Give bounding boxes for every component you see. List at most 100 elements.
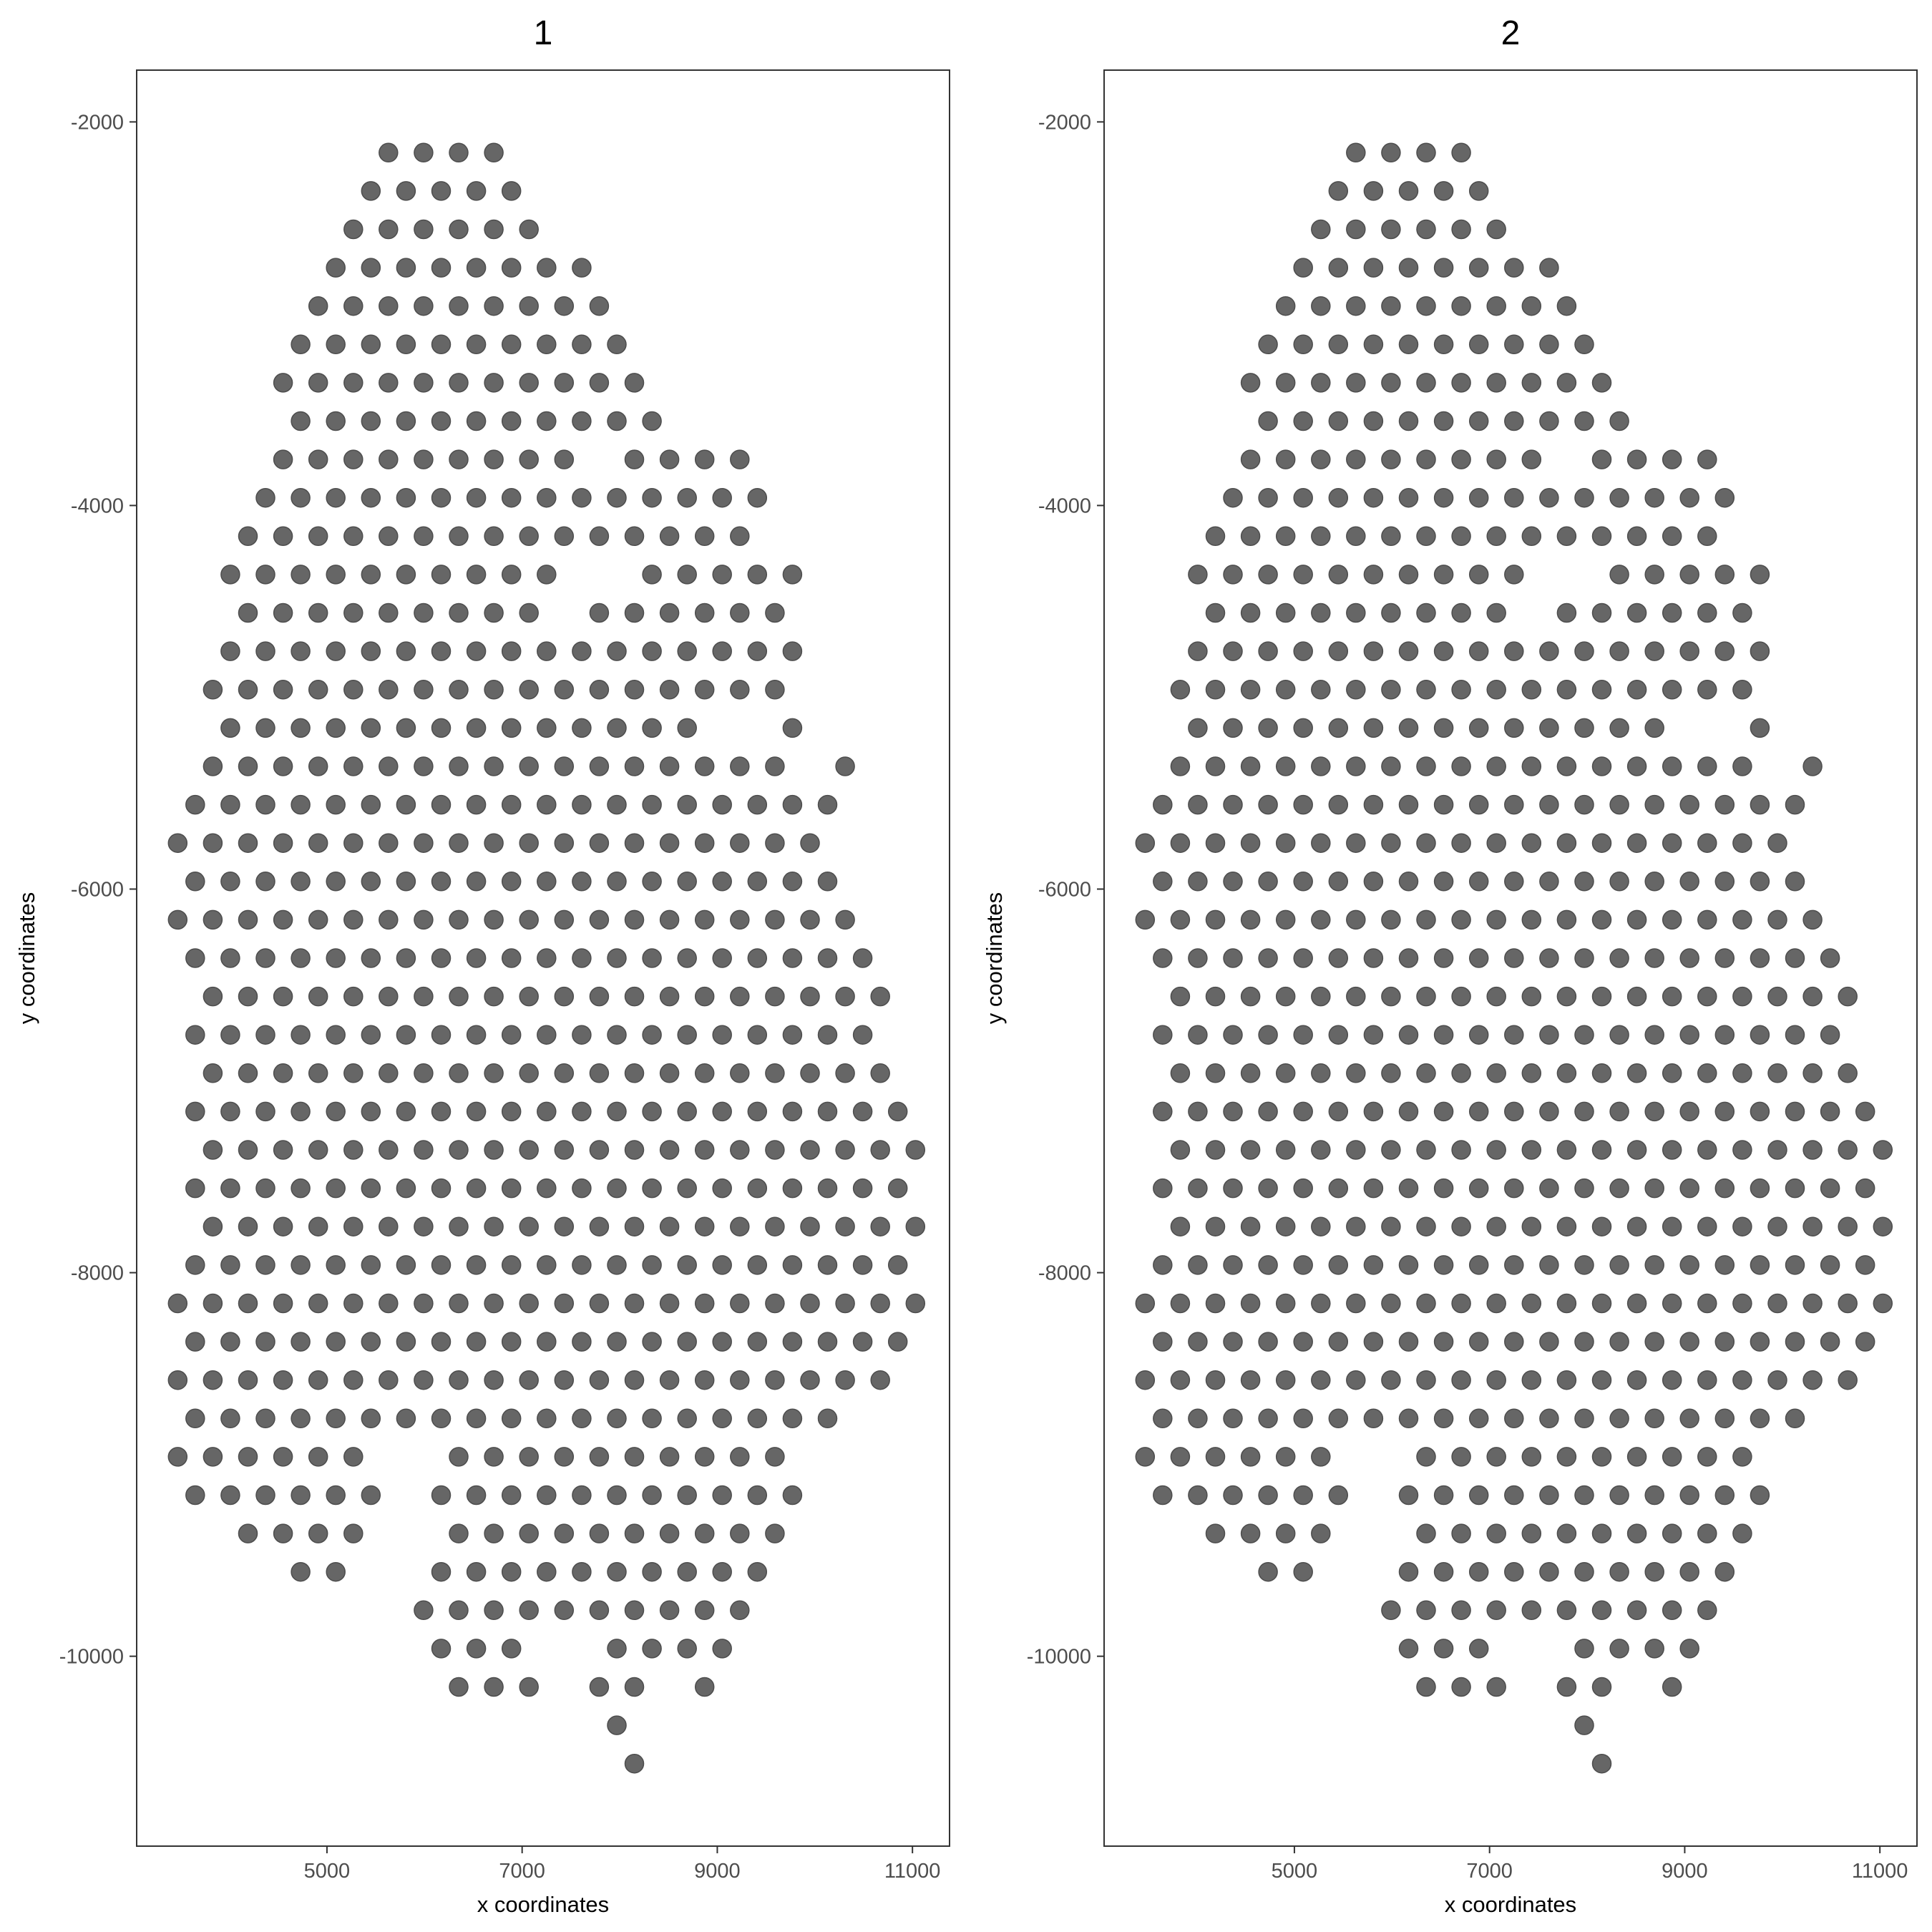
spot-point <box>484 373 504 393</box>
spot-point <box>1433 1332 1454 1352</box>
spot-point <box>1311 449 1331 469</box>
spot-point <box>1416 1523 1436 1543</box>
spot-point <box>396 1178 416 1199</box>
spot-point <box>1679 1101 1699 1122</box>
spot-point <box>1556 833 1577 853</box>
spot-point <box>1240 526 1261 547</box>
spot-point <box>449 449 469 469</box>
spot-point <box>659 449 680 469</box>
spot-point <box>1504 948 1524 968</box>
spot-point <box>396 641 416 661</box>
spot-point <box>1486 1140 1506 1160</box>
spot-point <box>554 680 575 700</box>
spot-point <box>642 641 662 661</box>
spot-point <box>1258 1485 1278 1506</box>
spot-point <box>870 1063 890 1083</box>
spot-point <box>1275 1523 1296 1543</box>
spot-point <box>694 1447 715 1467</box>
spot-point <box>1591 1216 1612 1236</box>
spot-point <box>800 833 820 853</box>
spot-point <box>1240 449 1261 469</box>
spot-point <box>677 718 697 738</box>
spot-point <box>1416 373 1436 393</box>
spot-point <box>1486 219 1506 240</box>
spot-point <box>308 986 328 1007</box>
spot-point <box>449 1523 469 1543</box>
spot-point <box>484 1293 504 1314</box>
spot-point <box>1433 1255 1454 1275</box>
spot-point <box>1591 680 1612 700</box>
spot-point <box>1785 948 1805 968</box>
spot-point <box>1223 1025 1243 1045</box>
spot-point <box>607 1561 627 1582</box>
spot-point <box>554 909 575 930</box>
spot-point <box>677 487 697 508</box>
spot-point <box>624 986 645 1007</box>
spot-point <box>835 756 855 776</box>
spot-point <box>1240 1370 1261 1390</box>
spot-point <box>379 449 399 469</box>
x-tick-label: 7000 <box>499 1860 545 1883</box>
spot-point <box>449 1216 469 1236</box>
spot-point <box>379 373 399 393</box>
spot-point <box>642 487 662 508</box>
panel-1: 1 5000 7000 9000 11000 -2000 -4000 -6000 -8000… <box>14 14 950 1917</box>
spot-point <box>1662 680 1682 700</box>
spot-point <box>1223 1408 1243 1429</box>
spot-point <box>1609 1561 1629 1582</box>
spot-point <box>1258 872 1278 892</box>
spot-point <box>501 872 522 892</box>
spot-point <box>1275 756 1296 776</box>
spot-point <box>1714 1178 1735 1199</box>
spot-point <box>484 986 504 1007</box>
spot-point <box>659 986 680 1007</box>
spot-point <box>1346 756 1366 776</box>
spot-point <box>1556 1370 1577 1390</box>
spot-point <box>1381 909 1401 930</box>
spot-point <box>1135 909 1156 930</box>
spot-point <box>589 602 610 623</box>
spot-point <box>449 986 469 1007</box>
spot-point <box>624 602 645 623</box>
spot-point <box>1398 1639 1419 1659</box>
spot-point <box>308 1216 328 1236</box>
spot-point <box>1679 1561 1699 1582</box>
spot-point <box>1732 756 1752 776</box>
spot-point <box>1609 1485 1629 1506</box>
spot-point <box>1732 680 1752 700</box>
spot-point <box>1170 833 1191 853</box>
spot-point <box>1714 1025 1735 1045</box>
spot-point <box>1486 449 1506 469</box>
spot-point <box>1521 1447 1542 1467</box>
spot-point <box>607 1408 627 1429</box>
spot-point <box>1433 1101 1454 1122</box>
spot-point <box>800 1063 820 1083</box>
spot-point <box>694 833 715 853</box>
spot-point <box>1416 1677 1436 1697</box>
spot-point <box>730 909 750 930</box>
spot-point <box>607 1485 627 1506</box>
spot-point <box>677 1332 697 1352</box>
spot-point <box>817 1025 838 1045</box>
spot-point <box>1644 1101 1664 1122</box>
spot-point <box>1644 641 1664 661</box>
spot-point <box>1451 142 1471 163</box>
spot-point <box>1468 1332 1489 1352</box>
x-tick-label: 11000 <box>1852 1860 1908 1883</box>
spot-point <box>1381 373 1401 393</box>
spot-point <box>291 1101 311 1122</box>
spot-point <box>466 334 487 355</box>
spot-point <box>343 909 364 930</box>
spot-point <box>1591 1523 1612 1543</box>
spot-point <box>414 909 434 930</box>
spot-point <box>1521 909 1542 930</box>
spot-point <box>1591 602 1612 623</box>
spot-point <box>414 219 434 240</box>
spot-point <box>396 565 416 585</box>
spot-point <box>800 986 820 1007</box>
spot-point <box>624 1063 645 1083</box>
spot-point <box>1697 1523 1717 1543</box>
y-axis-ticks: -2000 -4000 -6000 -8000 -10000 <box>59 111 137 1669</box>
spot-point <box>1293 487 1313 508</box>
